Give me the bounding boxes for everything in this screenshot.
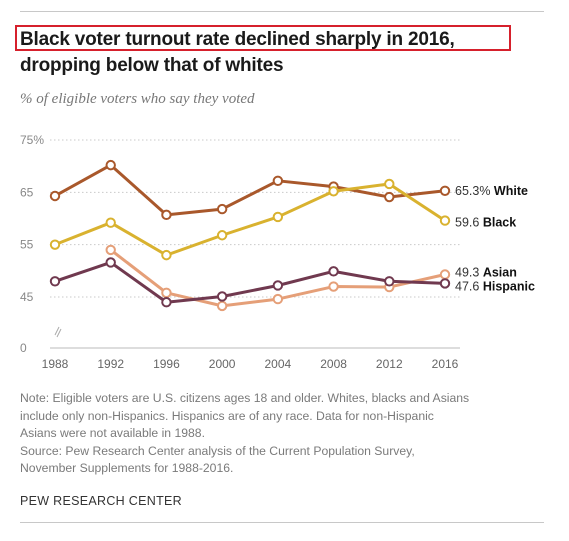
series-line-black [53,182,447,257]
x-tick-label: 1988 [42,357,69,371]
source-line-2: November Supplements for 1988-2016. [20,461,234,475]
data-point-black-1988 [49,239,61,250]
data-point-black-2012 [384,178,395,190]
data-point-white-1992 [105,159,116,171]
data-point-white-2016 [439,185,451,196]
data-point-black-2016 [439,215,451,226]
data-point-hispanic-2012 [384,276,395,287]
data-point-white-2000 [216,203,228,215]
end-label-black: 59.6 Black [455,216,516,230]
y-tick-label: 75% [20,133,44,147]
data-point-hispanic-1992 [105,257,116,268]
data-point-hispanic-2004 [272,280,284,291]
series-line-white [53,163,447,217]
x-tick-label: 2000 [209,357,236,371]
chart-title: Black voter turnout rate declined sharpl… [20,27,560,79]
chart-notes: Note: Eligible voters are U.S. citizens … [20,390,550,478]
y-tick-label: 55 [20,238,34,252]
axis-break-mark [54,326,62,338]
data-point-white-1996 [161,209,172,221]
data-point-asian-2004 [272,293,284,305]
data-point-black-2000 [216,230,228,241]
end-label-white: 65.3% White [455,184,528,198]
data-point-asian-2008 [328,281,339,292]
y-tick-label: 0 [20,341,27,355]
data-point-white-2012 [384,191,395,203]
data-point-hispanic-2008 [328,266,339,277]
title-highlight-box [15,25,511,51]
data-point-hispanic-2016 [439,278,451,289]
x-tick-label: 1996 [153,357,180,371]
title-line-2: dropping below that of whites [20,55,284,76]
series-line-hispanic [53,260,447,304]
x-tick-label: 2016 [432,357,459,371]
data-point-asian-2016 [439,269,451,280]
x-tick-label: 1992 [97,357,124,371]
data-point-white-1988 [49,190,61,202]
x-tick-label: 2012 [376,357,403,371]
data-point-hispanic-1988 [49,276,61,287]
note-line-1: Note: Eligible voters are U.S. citizens … [20,391,470,405]
y-tick-label: 45 [20,290,34,304]
top-rule [20,11,544,12]
x-tick-label: 2008 [320,357,347,371]
data-point-black-2008 [328,186,339,197]
bottom-rule [20,522,544,523]
data-point-hispanic-1996 [161,297,172,308]
data-point-black-2004 [272,211,284,223]
end-label-asian: 49.3 Asian [455,265,517,279]
data-point-asian-2000 [216,300,228,312]
data-point-asian-1992 [105,244,116,256]
data-point-hispanic-2000 [216,291,228,302]
title-line-1: Black voter turnout rate declined sharpl… [20,29,455,50]
pew-research-center-label: PEW RESEARCH CENTER [20,494,182,508]
source-line-1: Source: Pew Research Center analysis of … [20,443,415,458]
data-point-white-2004 [272,175,284,187]
end-label-hispanic: 47.6 Hispanic [455,279,535,293]
y-tick-label: 65 [20,185,34,199]
data-point-black-1996 [161,249,172,261]
note-line-3: Asians were not available in 1988. [20,426,205,440]
x-tick-label: 2004 [265,357,292,371]
chart-subtitle: % of eligible voters who say they voted [20,91,255,107]
data-point-asian-1996 [161,287,172,299]
note-line-2: include only non-Hispanics. Hispanics ar… [20,408,434,423]
data-point-black-1992 [105,217,116,228]
